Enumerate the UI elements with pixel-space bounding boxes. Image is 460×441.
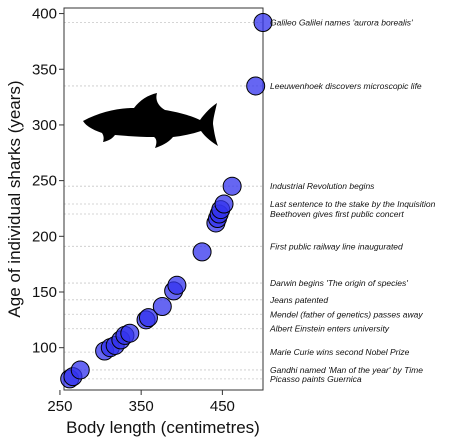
data-point: [253, 12, 273, 32]
plot-frame: [63, 7, 264, 391]
x-tick-label: 350: [129, 398, 154, 415]
data-point: [192, 242, 212, 262]
y-tick-label: 100: [32, 340, 57, 357]
annotation-label: Beethoven gives first public concert: [270, 209, 404, 219]
annotation-label: Marie Curie wins second Nobel Prize: [270, 347, 410, 357]
annotation-label: Galileo Galilei names 'aurora borealis': [270, 17, 413, 27]
data-point: [222, 176, 242, 196]
annotation-label: First public railway line inaugurated: [270, 241, 403, 251]
annotation-label: Albert Einstein enters university: [269, 324, 390, 334]
data-point: [214, 194, 234, 214]
x-tick-label: 250: [47, 398, 72, 415]
y-axis-title: Age of individual sharks (years): [5, 80, 24, 317]
y-tick-label: 150: [32, 284, 57, 301]
annotation-label: Last sentence to the stake by the Inquis…: [270, 199, 436, 209]
data-point: [167, 275, 187, 295]
annotation-label: Leeuwenhoek discovers microscopic life: [270, 81, 422, 91]
y-tick-label: 200: [32, 228, 57, 245]
reference-lines: [64, 22, 263, 380]
y-tick-label: 250: [32, 173, 57, 190]
y-tick-label: 300: [32, 117, 57, 134]
data-point: [70, 360, 90, 380]
x-tick-label: 450: [210, 398, 235, 415]
annotation-label: Gandhi named 'Man of the year' by Time: [270, 365, 423, 375]
annotation-label: Mendel (father of genetics) passes away: [270, 309, 423, 319]
annotations: Galileo Galilei names 'aurora borealis' L…: [269, 17, 436, 383]
x-axis: 250 350 450: [47, 390, 235, 415]
annotation-label: Jeans patented: [269, 295, 328, 305]
data-point: [138, 308, 158, 328]
annotation-label: Industrial Revolution begins: [270, 181, 375, 191]
y-axis: 100 150 200 250 300 350 400: [32, 6, 64, 357]
data-point: [152, 296, 172, 316]
data-point: [120, 323, 140, 343]
shark-silhouette-icon: [83, 93, 218, 148]
annotation-label: Picasso paints Guernica: [270, 374, 362, 384]
x-axis-title: Body length (centimetres): [66, 418, 260, 437]
annotation-label: Darwin begins 'The origin of species': [270, 278, 408, 288]
y-tick-label: 400: [32, 6, 57, 23]
data-point: [246, 76, 266, 96]
y-tick-label: 350: [32, 61, 57, 78]
data-points: [60, 12, 273, 389]
